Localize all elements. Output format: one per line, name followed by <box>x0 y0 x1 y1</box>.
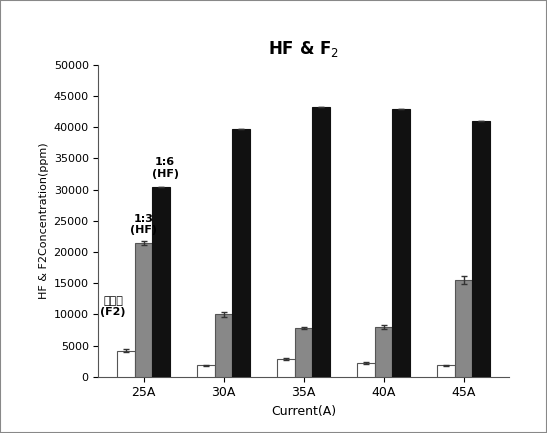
Text: 1:3
(HF): 1:3 (HF) <box>130 213 157 235</box>
Bar <box>392 109 410 377</box>
Bar <box>312 107 330 377</box>
Title: HF & F$_2$: HF & F$_2$ <box>268 39 339 59</box>
X-axis label: Current(A): Current(A) <box>271 405 336 418</box>
Bar <box>152 187 170 377</box>
Text: 무첨가
(F2): 무첨가 (F2) <box>100 296 126 317</box>
Bar <box>473 121 490 377</box>
Bar <box>357 363 375 377</box>
Bar <box>215 314 232 377</box>
Y-axis label: HF & F2Concentration(ppm): HF & F2Concentration(ppm) <box>39 142 49 299</box>
Bar <box>277 359 295 377</box>
Bar <box>437 365 455 377</box>
Bar <box>375 327 392 377</box>
Bar <box>295 328 312 377</box>
Bar <box>135 242 152 377</box>
Bar <box>117 351 135 377</box>
Bar <box>455 280 473 377</box>
Bar <box>197 365 215 377</box>
Bar <box>232 129 250 377</box>
Text: 1:6
(HF): 1:6 (HF) <box>152 158 179 179</box>
